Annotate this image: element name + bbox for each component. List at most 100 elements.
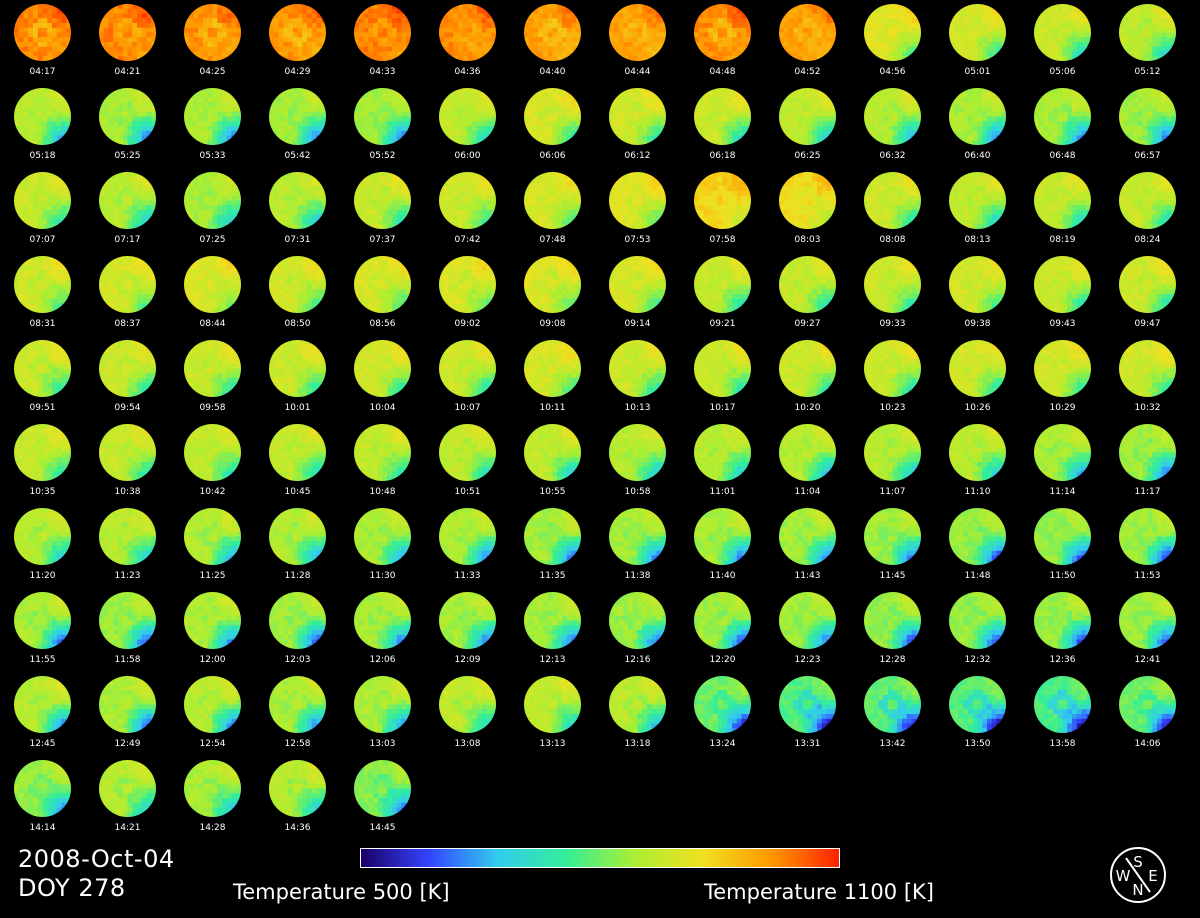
frame-time-label: 11:33 [454,571,481,581]
frame-cell: 12:49 [85,672,170,756]
frame-cell: 10:13 [595,336,680,420]
frame-grid: 04:17 04:21 04:25 04:29 04:33 04:36 04:40 04:44… [14,0,1190,840]
frame-time-label: 10:29 [1049,403,1076,413]
frame-cell: 13:24 [680,672,765,756]
frame-time-label: 13:58 [1049,739,1076,749]
frame-cell: 06:06 [510,84,595,168]
thermal-disk-image [14,676,71,733]
frame-cell: 04:25 [170,0,255,84]
date-label: 2008-Oct-04 [18,845,175,873]
thermal-disk-image [14,4,71,61]
thermal-disk-image [949,424,1006,481]
thermal-disk-image [779,256,836,313]
frame-cell: 11:17 [1105,420,1190,504]
thermal-disk-image [14,592,71,649]
thermal-disk-image [99,256,156,313]
frame-time-label: 06:18 [709,151,736,161]
thermal-disk-image [99,88,156,145]
thermal-disk-image [269,172,326,229]
frame-cell: 13:18 [595,672,680,756]
frame-cell: 12:28 [850,588,935,672]
frame-cell: 11:53 [1105,504,1190,588]
thermal-disk-image [99,676,156,733]
frame-time-label: 08:44 [199,319,226,329]
frame-cell: 10:20 [765,336,850,420]
frame-time-label: 04:36 [454,67,481,77]
thermal-disk-image [524,592,581,649]
frame-time-label: 07:58 [709,235,736,245]
frame-time-label: 04:17 [29,67,56,77]
thermal-disk-image [14,508,71,565]
frame-cell: 10:23 [850,336,935,420]
thermal-disk-image [354,172,411,229]
thermal-disk-image [354,760,411,817]
thermal-disk-image [1119,340,1176,397]
frame-time-label: 13:24 [709,739,736,749]
thermal-disk-image [864,88,921,145]
thermal-disk-image [949,676,1006,733]
frame-time-label: 12:06 [369,655,396,665]
frame-time-label: 11:07 [879,487,906,497]
frame-time-label: 11:14 [1049,487,1076,497]
frame-cell: 08:19 [1020,168,1105,252]
thermal-disk-image [439,256,496,313]
thermal-disk-image [14,172,71,229]
thermal-disk-image [269,4,326,61]
frame-cell: 11:50 [1020,504,1105,588]
frame-time-label: 09:54 [114,403,141,413]
frame-time-label: 07:53 [624,235,651,245]
thermal-disk-image [439,340,496,397]
thermal-disk-image [439,88,496,145]
thermal-disk-image [779,424,836,481]
frame-time-label: 10:04 [369,403,396,413]
thermal-disk-image [354,256,411,313]
thermal-disk-image [439,592,496,649]
frame-cell: 14:36 [255,756,340,840]
frame-time-label: 09:14 [624,319,651,329]
thermal-disk-image [184,88,241,145]
frame-time-label: 11:30 [369,571,396,581]
frame-cell: 11:23 [85,504,170,588]
thermal-disk-image [609,172,666,229]
thermal-disk-image [184,676,241,733]
thermal-disk-image [1034,676,1091,733]
thermal-disk-image [269,592,326,649]
thermal-disk-image [354,676,411,733]
frame-cell: 05:42 [255,84,340,168]
frame-time-label: 11:04 [794,487,821,497]
thermal-disk-image [1119,676,1176,733]
frame-cell: 11:28 [255,504,340,588]
frame-cell: 09:02 [425,252,510,336]
thermal-disk-image [694,256,751,313]
frame-time-label: 05:25 [114,151,141,161]
frame-cell: 06:48 [1020,84,1105,168]
frame-cell: 08:44 [170,252,255,336]
frame-cell: 11:30 [340,504,425,588]
frame-cell: 12:54 [170,672,255,756]
thermal-disk-image [184,760,241,817]
frame-time-label: 10:20 [794,403,821,413]
thermal-disk-image [949,592,1006,649]
thermal-disk-image [694,676,751,733]
frame-cell: 04:48 [680,0,765,84]
thermal-disk-image [864,676,921,733]
thermal-disk-image [354,424,411,481]
frame-time-label: 04:52 [794,67,821,77]
frame-time-label: 05:12 [1134,67,1161,77]
thermal-disk-image [99,340,156,397]
frame-time-label: 11:01 [709,487,736,497]
thermal-disk-image [269,676,326,733]
frame-time-label: 12:28 [879,655,906,665]
thermal-disk-image [1119,172,1176,229]
frame-time-label: 14:45 [369,823,396,833]
frame-cell: 12:06 [340,588,425,672]
frame-time-label: 06:48 [1049,151,1076,161]
thermal-disk-image [1119,256,1176,313]
frame-time-label: 11:55 [29,655,56,665]
frame-cell: 05:52 [340,84,425,168]
frame-time-label: 04:33 [369,67,396,77]
thermal-disk-image [864,592,921,649]
frame-cell: 07:48 [510,168,595,252]
frame-cell: 05:06 [1020,0,1105,84]
frame-time-label: 08:24 [1134,235,1161,245]
